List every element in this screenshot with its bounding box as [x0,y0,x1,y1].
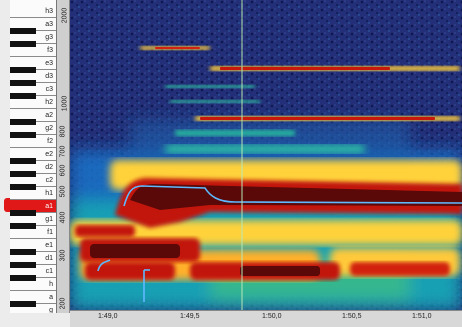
piano-key-h1[interactable] [10,187,56,200]
note-label: g1 [45,216,53,223]
note-label: g3 [45,34,53,41]
piano-black-key[interactable] [10,171,36,177]
note-label: h [49,281,53,288]
note-label: c2 [45,177,53,184]
piano-key-h3[interactable] [10,5,56,18]
time-tick-label: 1:50,0 [262,313,282,320]
piano-black-key[interactable] [10,301,36,307]
note-label: f2 [47,138,53,145]
time-tick-label: 1:51,0 [412,313,432,320]
piano-black-key[interactable] [10,184,36,190]
time-axis: 1:49,0 1:49,5 1:50,0 1:50,5 1:51,0 [70,310,462,327]
piano-key-f3[interactable] [10,44,56,57]
piano-keyboard[interactable]: h3 a3 g3 f3 e3 d3 c3 h2 a2 g2 f2 e2 d2 c2 h1 a1 g1 f1 e1 d1… [10,0,57,313]
piano-black-key[interactable] [10,262,36,268]
frequency-tick-label: 800 [59,125,67,138]
note-label: c3 [45,86,53,93]
note-label: a2 [45,112,53,119]
spectrogram-canvas[interactable] [70,0,462,310]
piano-key-h2[interactable] [10,96,56,109]
piano-key-f2[interactable] [10,135,56,148]
piano-key-h[interactable] [10,278,56,291]
frequency-tick-label: 1000 [61,95,69,112]
frequency-tick-label: 600 [59,164,67,177]
piano-black-key[interactable] [10,119,36,125]
note-label: g [49,307,53,313]
time-tick-label: 1:50,5 [342,313,362,320]
piano-black-key[interactable] [10,80,36,86]
note-label: g2 [45,125,53,132]
frequency-tick-label: 400 [59,211,67,224]
time-tick-label: 1:49,5 [180,313,200,320]
note-label: a1 [45,203,53,210]
piano-key-f1[interactable] [10,226,56,239]
note-label: a3 [45,21,53,28]
note-label: a [49,294,53,301]
piano-black-key[interactable] [10,132,36,138]
note-label: h1 [45,190,53,197]
note-label: e1 [45,242,53,249]
frequency-tick-label: 2000 [61,7,69,24]
piano-black-key[interactable] [10,41,36,47]
frequency-axis: 2000 1000 800 700 600 500 400 300 200 [57,0,70,313]
note-label: f1 [47,229,53,236]
time-tick-label: 1:49,0 [98,313,118,320]
piano-black-key[interactable] [10,249,36,255]
note-label: f3 [47,47,53,54]
frequency-tick-label: 300 [59,249,67,262]
frequency-tick-label: 700 [59,145,67,158]
upper-harmonics [140,46,460,153]
note-label: c1 [45,268,53,275]
piano-black-key[interactable] [10,223,36,229]
note-label: d3 [45,73,53,80]
note-label: h2 [45,99,53,106]
active-note-indicator [4,198,12,212]
note-label: d2 [45,164,53,171]
frequency-tick-label: 500 [59,185,67,198]
spectrogram-view[interactable] [70,0,462,310]
note-label: e2 [45,151,53,158]
frequency-tick-label: 200 [59,297,67,310]
piano-black-key[interactable] [10,275,36,281]
pitch-track [97,185,462,302]
piano-black-key[interactable] [10,93,36,99]
piano-black-key[interactable] [10,158,36,164]
piano-black-key[interactable] [10,210,36,216]
piano-black-key[interactable] [10,28,36,34]
note-label: h3 [45,8,53,15]
piano-black-key[interactable] [10,67,36,73]
note-label: d1 [45,255,53,262]
note-label: e3 [45,60,53,67]
